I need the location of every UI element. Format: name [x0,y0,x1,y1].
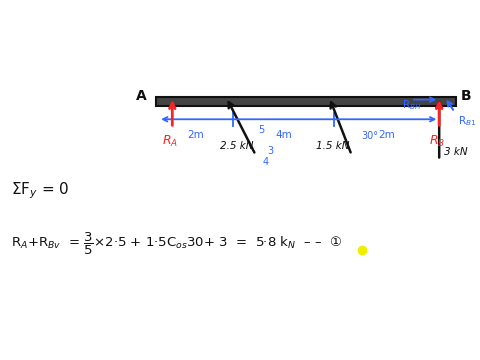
Text: 3: 3 [267,146,274,156]
Text: 5: 5 [258,125,264,135]
Text: R$_A$: R$_A$ [162,134,178,149]
Text: 1.5 kN: 1.5 kN [316,141,349,152]
Text: R$_{BH}$: R$_{BH}$ [402,98,421,112]
Text: R$_A$+R$_{Bv}$  = $\dfrac{3}{5}$×2·5 + 1·5C$_{os}$30+ 3  =  5·8 k$_N$  – –  ①: R$_A$+R$_{Bv}$ = $\dfrac{3}{5}$×2·5 + 1·… [11,231,342,257]
Text: 4: 4 [263,157,269,167]
Text: 2.5 kN: 2.5 kN [220,141,253,152]
Text: R$_{B1}$: R$_{B1}$ [458,114,476,128]
Bar [156,97,456,106]
Text: 3 kN: 3 kN [444,147,468,157]
Text: 2m: 2m [378,130,395,140]
Text: 30°: 30° [361,131,378,141]
Text: B: B [460,89,471,103]
Text: R$_B$: R$_B$ [429,134,445,149]
Text: A: A [136,89,146,103]
Text: 4m: 4m [275,130,292,140]
Text: $\Sigma$F$_y$ = 0: $\Sigma$F$_y$ = 0 [11,180,69,201]
Text: 2m: 2m [187,130,204,140]
